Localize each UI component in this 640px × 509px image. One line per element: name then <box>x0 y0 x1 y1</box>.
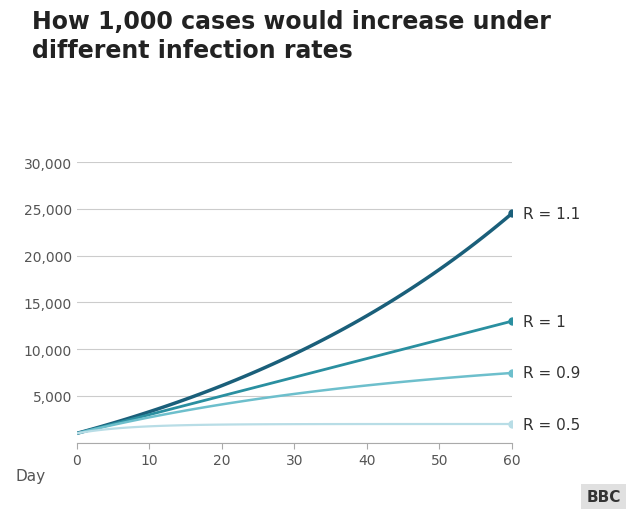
Text: R = 1.1: R = 1.1 <box>523 207 580 221</box>
Text: R = 0.9: R = 0.9 <box>523 366 580 381</box>
Text: Day: Day <box>16 468 46 483</box>
Text: R = 1: R = 1 <box>523 314 566 329</box>
Text: How 1,000 cases would increase under
different infection rates: How 1,000 cases would increase under dif… <box>32 10 551 63</box>
Text: BBC: BBC <box>586 489 621 504</box>
Text: R = 0.5: R = 0.5 <box>523 417 580 432</box>
